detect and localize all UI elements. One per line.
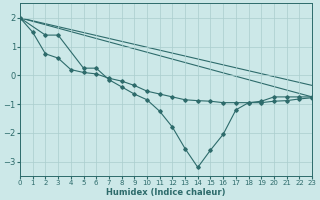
X-axis label: Humidex (Indice chaleur): Humidex (Indice chaleur) <box>106 188 226 197</box>
